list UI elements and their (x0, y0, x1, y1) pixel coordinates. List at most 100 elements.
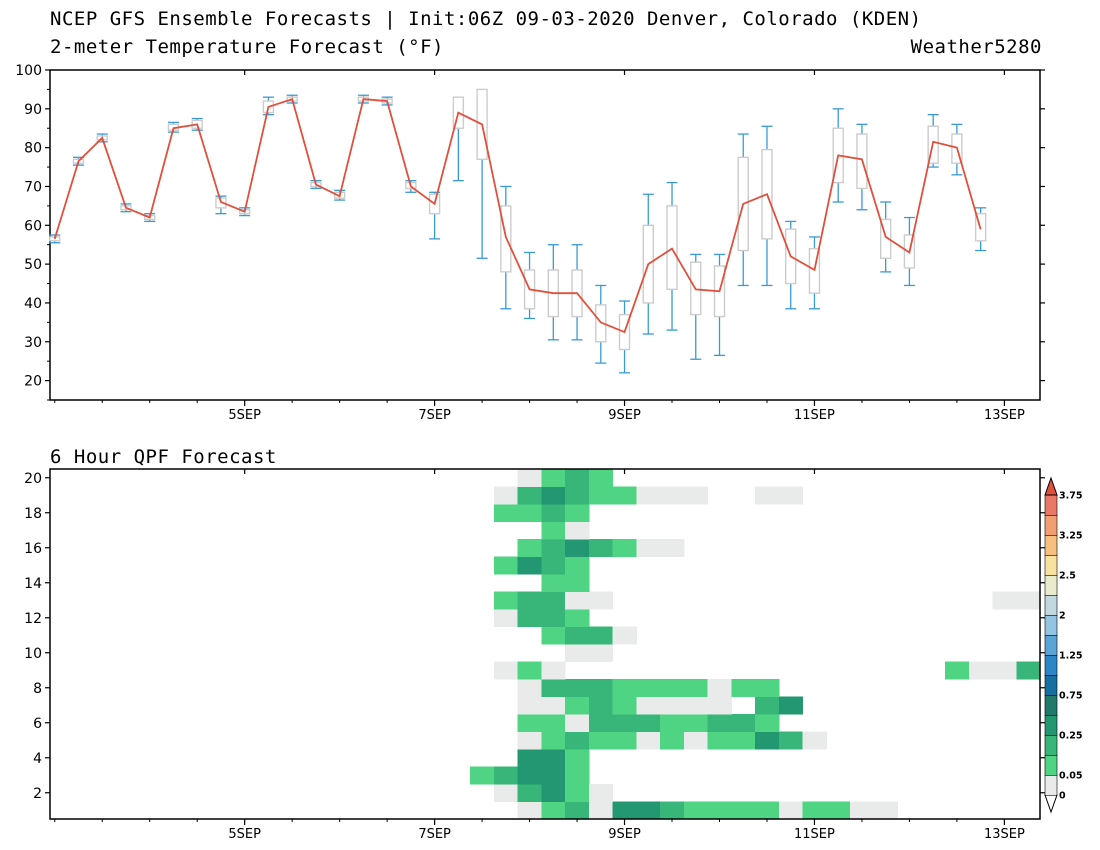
qpf-cell (541, 784, 566, 803)
qpf-cell (494, 486, 519, 505)
colorbar-label: 0.75 (1059, 691, 1082, 702)
qpf-cell (517, 766, 542, 785)
colorbar-label: 3.25 (1059, 531, 1082, 542)
qpf-cell (541, 731, 566, 750)
qpf-cell (565, 626, 590, 645)
ensemble-box (523, 251, 536, 320)
qpf-cell (541, 504, 566, 523)
qpf-cell (683, 679, 709, 698)
qpf-cell (707, 696, 732, 715)
qpf-cell (494, 556, 519, 575)
qpf-cell (660, 696, 685, 715)
ensemble-mean-line (53, 97, 982, 334)
qpf-cell (517, 539, 542, 558)
colorbar-label: 0.05 (1059, 771, 1082, 782)
y-tick-label: 90 (24, 102, 42, 118)
qpf-cell (1016, 661, 1041, 680)
qpf-cell (541, 556, 566, 575)
qpf-cell (588, 539, 614, 558)
qpf-cells (470, 469, 1041, 820)
qpf-cell (517, 661, 542, 680)
qpf-cell (588, 626, 614, 645)
qpf-cell (731, 679, 756, 698)
qpf-cell (588, 469, 614, 488)
qpf-cell (588, 714, 614, 733)
colorbar-segment (1044, 734, 1058, 756)
qpf-cell (494, 504, 519, 523)
qpf-cell (755, 714, 780, 733)
y-tick-label: 18 (24, 506, 42, 522)
qpf-cell (565, 591, 590, 610)
qpf-cell (612, 731, 637, 750)
colorbar-segment (1044, 514, 1058, 536)
qpf-cell (517, 469, 542, 488)
qpf-cell (612, 801, 637, 820)
qpf-cell (802, 731, 827, 750)
qpf-cell (778, 696, 804, 715)
colorbar-label: 2.5 (1059, 571, 1076, 582)
colorbar-segment (1044, 714, 1058, 736)
colorbar-segment (1044, 614, 1058, 636)
qpf-cell (470, 766, 495, 785)
x-tick-label: 5SEP (228, 408, 261, 423)
y-tick-label: 2 (33, 786, 42, 802)
ensemble-box (428, 191, 441, 240)
qpf-cell (517, 504, 542, 523)
quartile-box (879, 218, 892, 259)
qpf-cell (731, 731, 756, 750)
qpf-cell (517, 486, 542, 505)
qpf-cell (565, 679, 590, 698)
qpf-cell (541, 591, 566, 610)
qpf-cell (565, 556, 590, 575)
temperature-chart-title: 2-meter Temperature Forecast (°F) (50, 36, 444, 58)
qpf-cell (541, 679, 566, 698)
qpf-cell (565, 609, 590, 628)
temperature-plot-frame (49, 69, 1041, 401)
qpf-cell (565, 766, 590, 785)
colorbar-segment (1044, 534, 1058, 556)
y-tick-label: 70 (24, 179, 42, 195)
y-tick-label: 60 (24, 218, 42, 234)
y-tick-label: 14 (24, 576, 42, 592)
qpf-cell (588, 696, 614, 715)
qpf-cell (541, 661, 566, 680)
qpf-cell (612, 486, 637, 505)
qpf-cell (494, 661, 519, 680)
qpf-cell (707, 801, 732, 820)
qpf-cell (683, 714, 709, 733)
qpf-cell (636, 696, 661, 715)
qpf-cell (541, 766, 566, 785)
qpf-cell (731, 714, 756, 733)
qpf-cell (755, 731, 780, 750)
qpf-cell (683, 696, 709, 715)
qpf-cell (755, 679, 780, 698)
qpf-cell (612, 714, 637, 733)
qpf-cell (660, 714, 685, 733)
qpf-cell (565, 714, 590, 733)
qpf-cell (992, 591, 1017, 610)
qpf-cell (826, 801, 851, 820)
qpf-cell (636, 714, 661, 733)
qpf-cell (565, 801, 590, 820)
qpf-cell (683, 801, 709, 820)
colorbar-label: 1.25 (1059, 651, 1082, 662)
qpf-cell (588, 591, 614, 610)
colorbar-label: 0.25 (1059, 731, 1082, 742)
qpf-cell (588, 679, 614, 698)
x-tick-label: 13SEP (984, 408, 1025, 423)
qpf-cell (541, 539, 566, 558)
qpf-cell (612, 626, 637, 645)
ensemble-box (452, 96, 465, 182)
qpf-cell (517, 731, 542, 750)
qpf-cell (588, 801, 614, 820)
ensemble-box (618, 300, 631, 374)
qpf-cell (660, 486, 685, 505)
qpf-chart-title: 6 Hour QPF Forecast (50, 446, 277, 468)
qpf-cell (565, 539, 590, 558)
x-tick-label: 7SEP (418, 408, 451, 423)
colorbar-min-triangle (1044, 794, 1058, 814)
qpf-cell (541, 469, 566, 488)
qpf-cell (802, 801, 827, 820)
qpf-cell (660, 539, 685, 558)
